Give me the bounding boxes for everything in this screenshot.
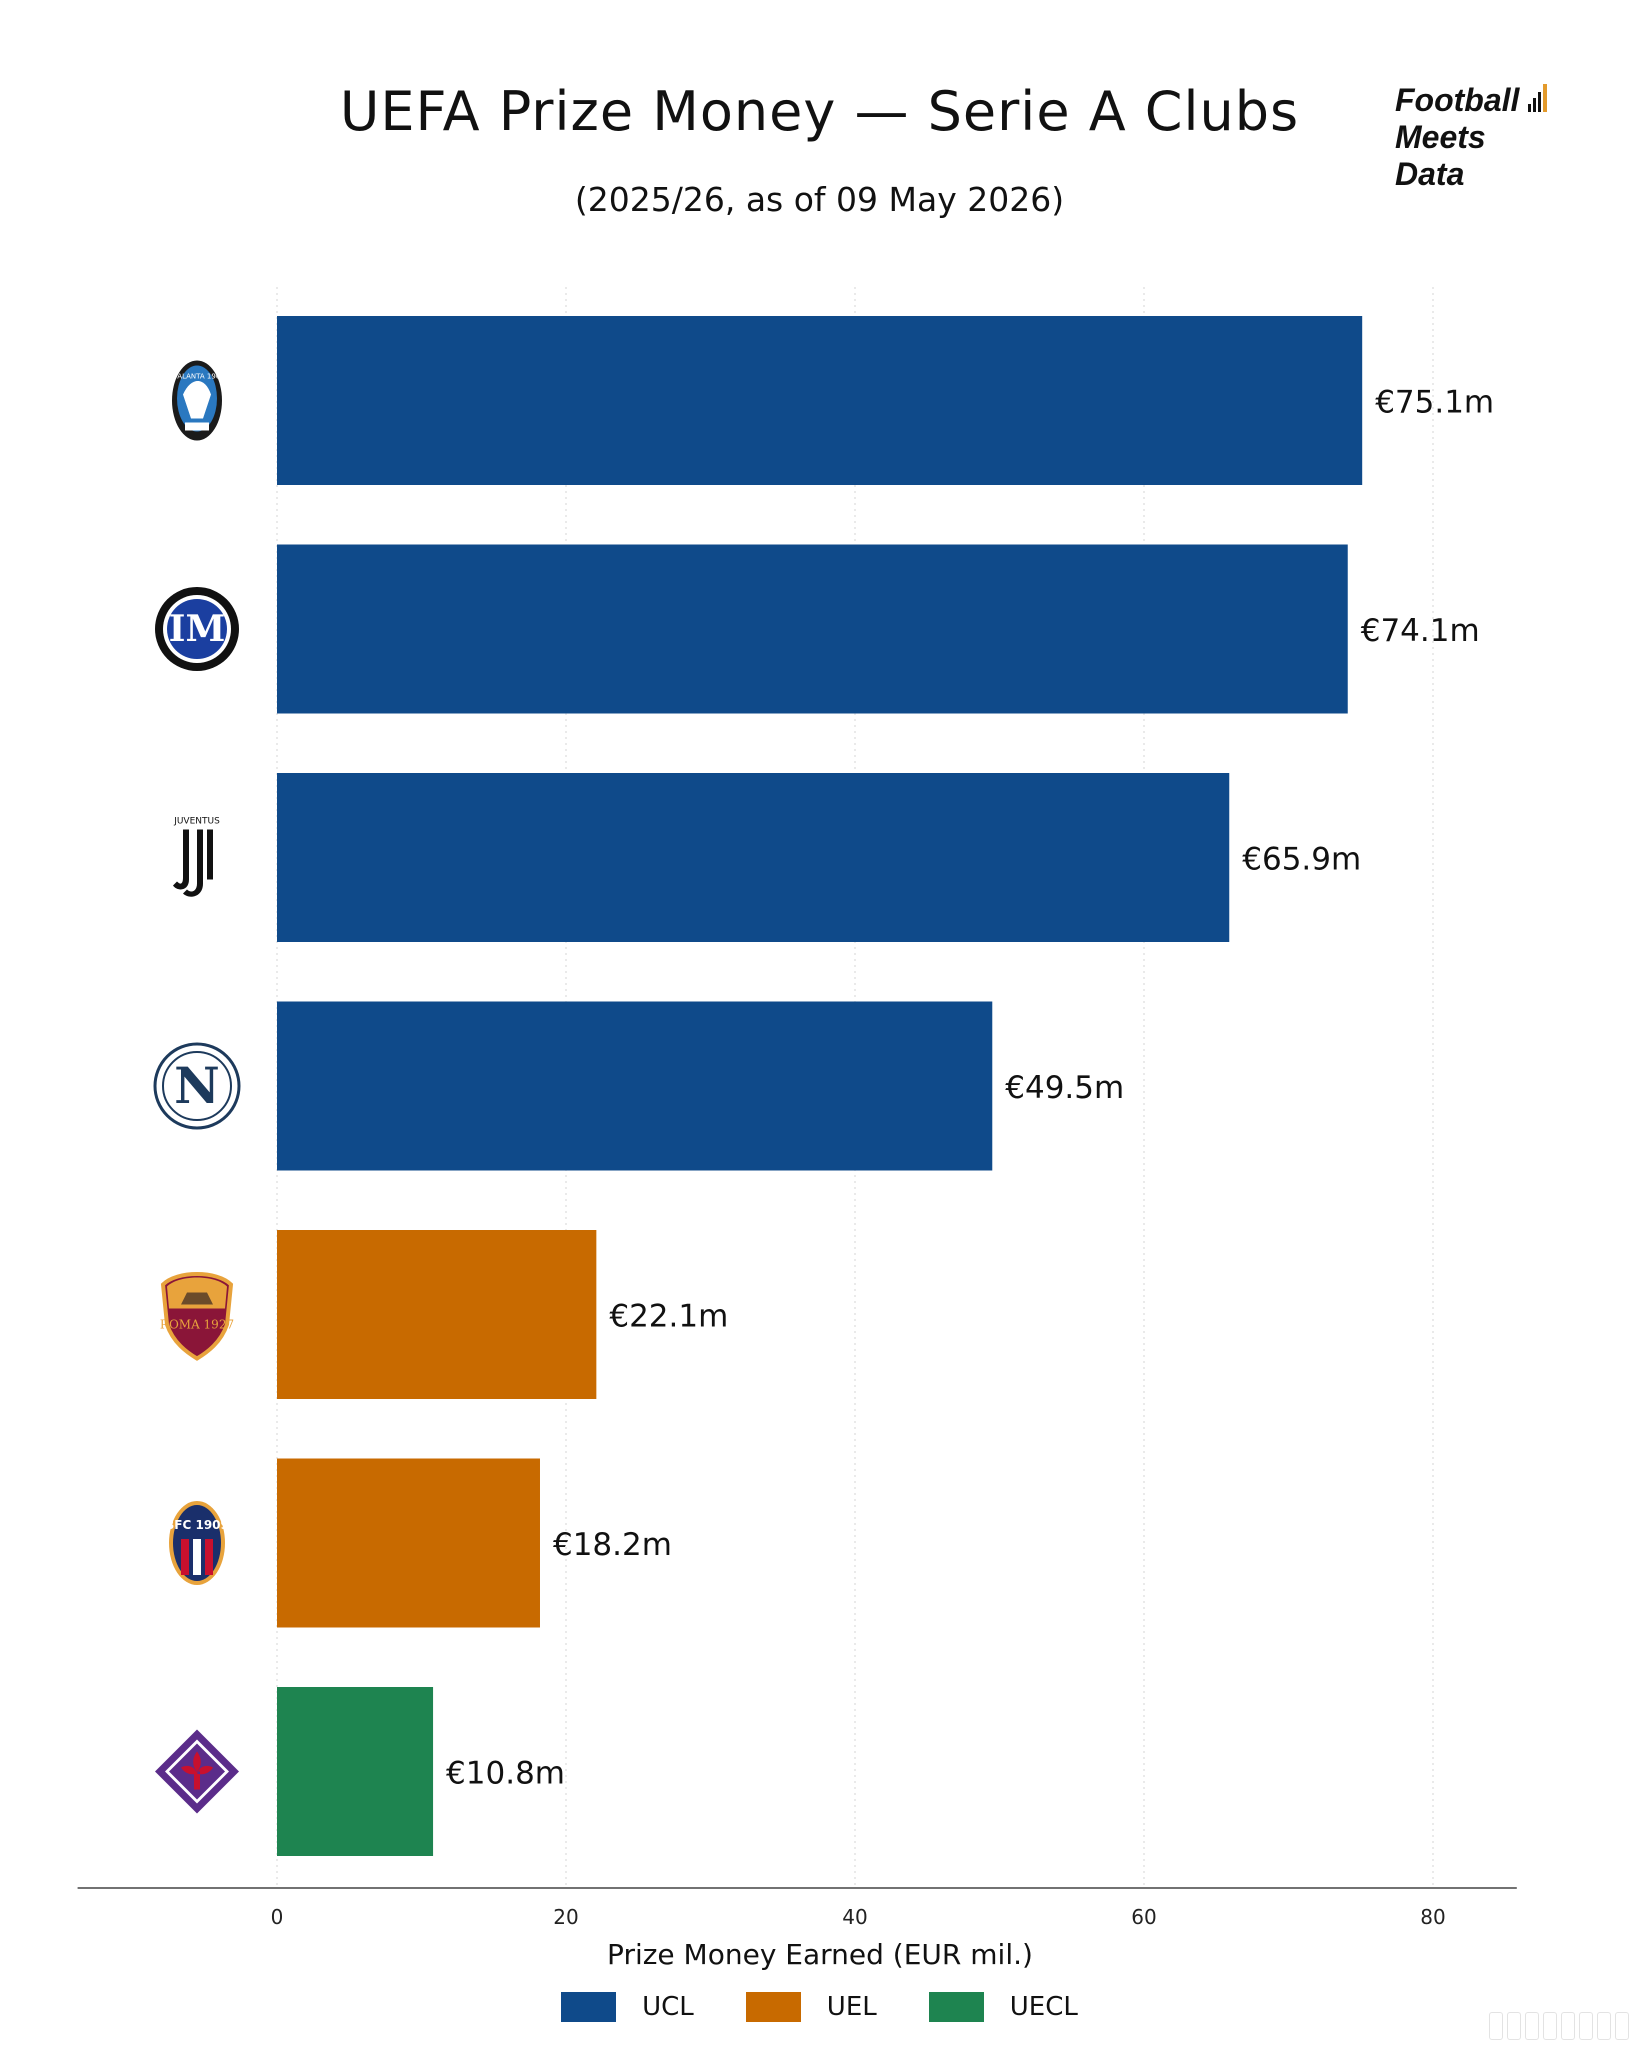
data-label: €18.2m [553,1527,672,1563]
juventus-crest-bar [207,829,213,880]
brand-line-2: Meets [1395,119,1486,155]
bar-inter [277,544,1348,714]
x-axis-label: Prize Money Earned (EUR mil.) [607,1938,1033,1971]
legend-item-uel: UEL [745,1992,877,2022]
data-label: €49.5m [1005,1070,1124,1106]
bar-napoli [277,1001,993,1171]
x-tick-label: 60 [1131,1905,1156,1929]
brand-line-3: Data [1395,156,1465,192]
chart-title: UEFA Prize Money — Serie A Clubs [339,80,1300,143]
roma-crest-text: ROMA 1927 [160,1318,234,1332]
bar-juventus [277,773,1230,942]
legend: UCL UEL UECL [0,1992,1639,2022]
atalanta-crest-icon: ATALANTA 1907 [169,360,225,441]
chart-subtitle: (2025/26, as of 09 May 2026) [574,180,1065,219]
data-label: €65.9m [1242,842,1361,878]
data-label: €10.8m [446,1756,565,1792]
legend-swatch-uecl [928,1992,984,2022]
bar-fiorentina [277,1687,434,1856]
inter-crest-text: IM [169,608,226,650]
napoli-crest-ring [162,1051,232,1121]
signal-bars-icon [1528,84,1547,112]
juventus-crest-j1 [173,829,189,890]
data-label: €74.1m [1361,613,1480,649]
bologna-crest-stripe2 [193,1539,201,1575]
legend-label-uecl: UECL [1009,1992,1078,2022]
roma-crest-wolf [181,1292,213,1305]
atalanta-crest-head [183,381,211,419]
legend-label-ucl: UCL [642,1992,694,2022]
bar-roma [277,1230,597,1399]
x-tick-label: 0 [271,1905,284,1929]
x-tick-label: 20 [553,1905,578,1929]
bologna-crest-stripe3 [205,1539,213,1575]
bar-atalanta [277,316,1363,485]
legend-item-ucl: UCL [561,1992,694,2022]
legend-swatch-uel [745,1992,801,2022]
bar-bologna [277,1458,540,1628]
bologna-crest-stripe1 [181,1539,189,1575]
juventus-crest-text: JUVENTUS [173,817,220,827]
data-label: €75.1m [1375,385,1494,421]
inter-crest-icon: IM [155,587,239,671]
fiorentina-lily-icon [181,1751,213,1790]
atalanta-crest-band [185,422,209,431]
brand-line-1: Football [1395,82,1520,118]
data-label: €22.1m [609,1299,728,1335]
roma-crest-icon: ROMA 1927 [160,1272,234,1361]
bologna-crest-text: BFC 1909 [165,1518,229,1532]
atalanta-crest-text: ATALANTA 1907 [169,373,224,381]
legend-swatch-ucl [561,1992,617,2022]
inter-crest-inner [167,599,227,659]
legend-item-uecl: UECL [928,1992,1078,2022]
x-tick-label: 80 [1420,1905,1445,1929]
juventus-crest-icon: JUVENTUS [173,817,220,897]
napoli-crest-text: N [174,1056,220,1115]
watermark [1489,2012,1629,2040]
fiorentina-crest-icon [155,1729,239,1814]
brand-logo: Football Meets Data [1395,82,1547,193]
napoli-crest-icon: N [153,1042,241,1130]
bologna-crest-icon: BFC 1909 [165,1501,229,1585]
juventus-crest-j2 [183,829,203,897]
legend-label-uel: UEL [826,1992,877,2022]
x-tick-label: 40 [842,1905,867,1929]
